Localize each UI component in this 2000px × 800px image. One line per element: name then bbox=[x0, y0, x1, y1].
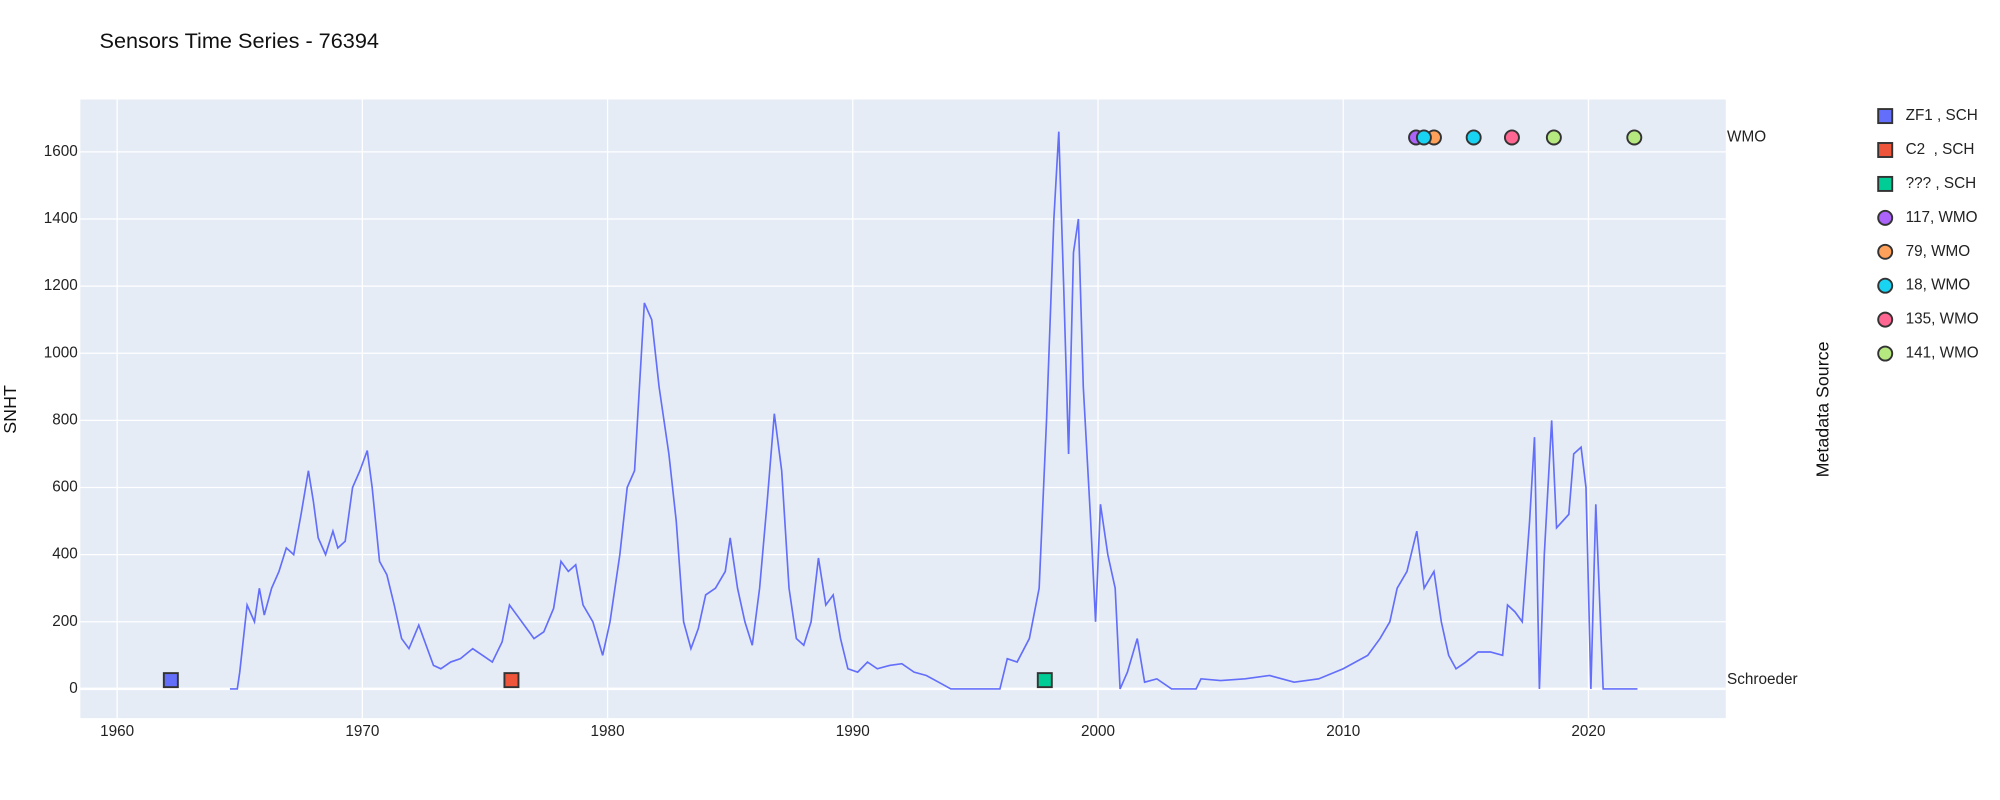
y-tick-label: 200 bbox=[52, 613, 78, 630]
x-tick-label: 2000 bbox=[1081, 723, 1115, 740]
metadata-marker bbox=[162, 672, 179, 689]
legend-symbol bbox=[1877, 277, 1894, 294]
y2-axis-title: Metadata Source bbox=[1813, 341, 1833, 477]
metadata-marker bbox=[1036, 672, 1053, 689]
metadata-marker bbox=[1465, 129, 1482, 146]
legend-symbol bbox=[1877, 345, 1894, 362]
y-tick-label: 800 bbox=[52, 411, 78, 428]
x-tick-label: 1970 bbox=[345, 723, 379, 740]
chart-title: Sensors Time Series - 76394 bbox=[99, 28, 378, 53]
x-tick-label: 2010 bbox=[1326, 723, 1360, 740]
snht-line bbox=[229, 131, 1638, 690]
metadata-marker bbox=[1503, 129, 1520, 146]
y-tick-label: 1000 bbox=[44, 344, 78, 361]
legend-symbol bbox=[1877, 175, 1894, 192]
y2-tick-label: WMO bbox=[1727, 129, 1766, 146]
metadata-marker bbox=[1545, 129, 1562, 146]
legend-label: 79, WMO bbox=[1906, 243, 1971, 260]
metadata-marker bbox=[1626, 129, 1643, 146]
legend-symbol bbox=[1877, 209, 1894, 226]
y-tick-label: 1600 bbox=[44, 143, 78, 160]
legend-label: 135, WMO bbox=[1906, 311, 1979, 328]
legend-label: ??? , SCH bbox=[1906, 175, 1977, 192]
x-tick-label: 1980 bbox=[591, 723, 625, 740]
x-tick-label: 2020 bbox=[1571, 723, 1605, 740]
legend-symbol bbox=[1877, 311, 1894, 328]
legend-symbol bbox=[1877, 142, 1894, 158]
legend-label: 141, WMO bbox=[1906, 345, 1979, 362]
y-tick-label: 1400 bbox=[44, 210, 78, 227]
y-tick-label: 600 bbox=[52, 479, 78, 496]
y-tick-label: 400 bbox=[52, 546, 78, 563]
x-tick-label: 1960 bbox=[100, 723, 134, 740]
y2-tick-label: Schroeder bbox=[1727, 671, 1798, 688]
legend-symbol bbox=[1877, 243, 1894, 260]
y-tick-label: 1200 bbox=[44, 277, 78, 294]
legend-label: 117, WMO bbox=[1906, 209, 1978, 226]
legend-symbol bbox=[1877, 108, 1894, 125]
y-axis-title: SNHT bbox=[0, 385, 20, 434]
metadata-marker bbox=[1415, 129, 1432, 146]
metadata-marker bbox=[503, 672, 520, 689]
legend-label: ZF1 , SCH bbox=[1906, 107, 1978, 124]
x-tick-label: 1990 bbox=[836, 723, 870, 740]
legend-label: C2 , SCH bbox=[1906, 141, 1975, 158]
y-tick-label: 0 bbox=[69, 680, 78, 697]
legend-label: 18, WMO bbox=[1906, 277, 1971, 294]
plot-background bbox=[80, 99, 1726, 719]
